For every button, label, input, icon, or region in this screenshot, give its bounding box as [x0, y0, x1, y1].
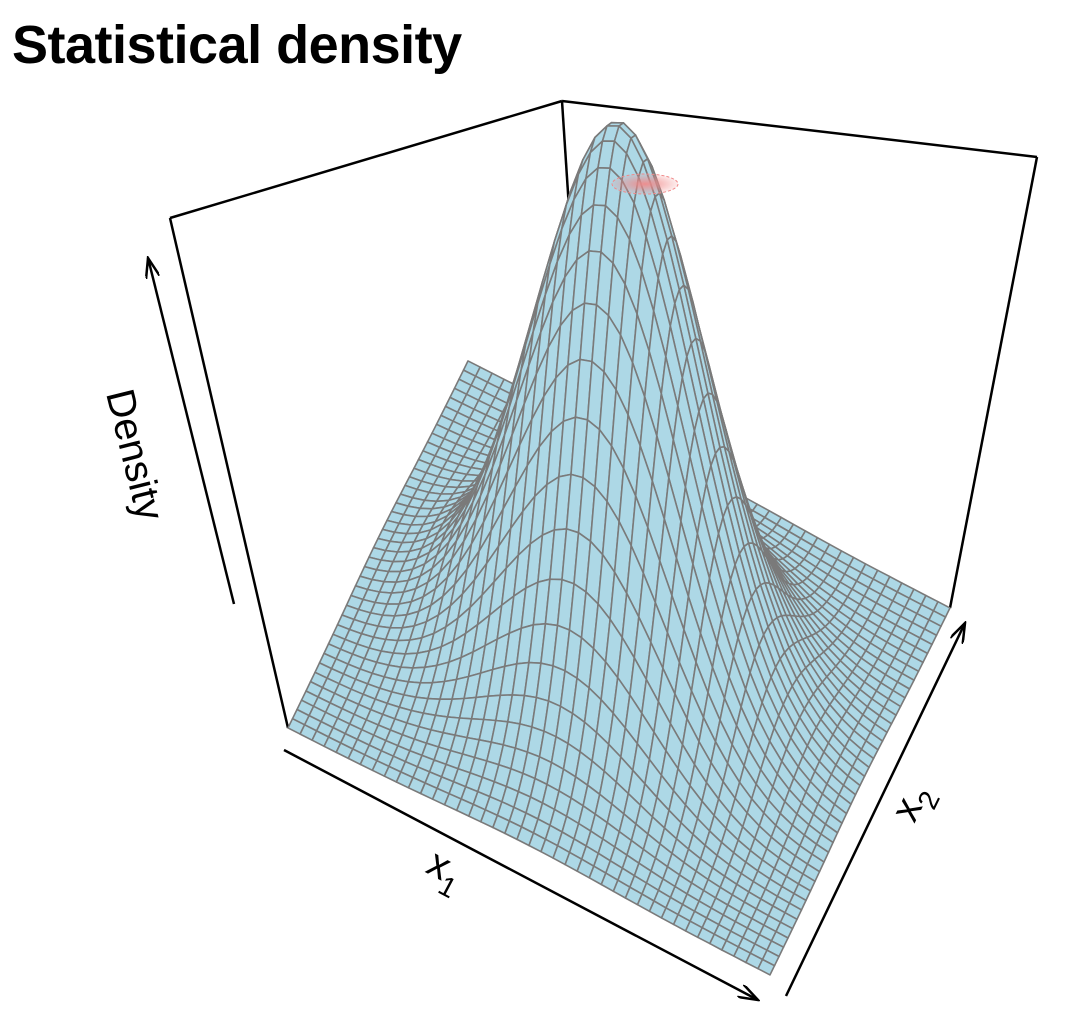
box-edge-right-vertical [948, 156, 1039, 609]
box-edge-top-left [169, 99, 563, 220]
box-edge-top-right [561, 99, 1038, 159]
chart-title: Statistical density [12, 15, 462, 75]
x2-axis-arrow [784, 623, 965, 997]
x2-axis-label: x2 [883, 777, 946, 832]
density-surface [287, 121, 951, 976]
x1-axis-label: x1 [416, 841, 472, 904]
surface-facet [757, 958, 776, 976]
density-axis-label: Density [97, 385, 172, 525]
svg-text:x2: x2 [883, 777, 946, 832]
x1-axis-arrow [283, 748, 758, 1000]
box-edge-left-vertical [168, 217, 290, 729]
svg-text:x1: x1 [416, 841, 472, 904]
peak-highlight [611, 173, 679, 195]
density-axis-arrow [148, 258, 236, 605]
